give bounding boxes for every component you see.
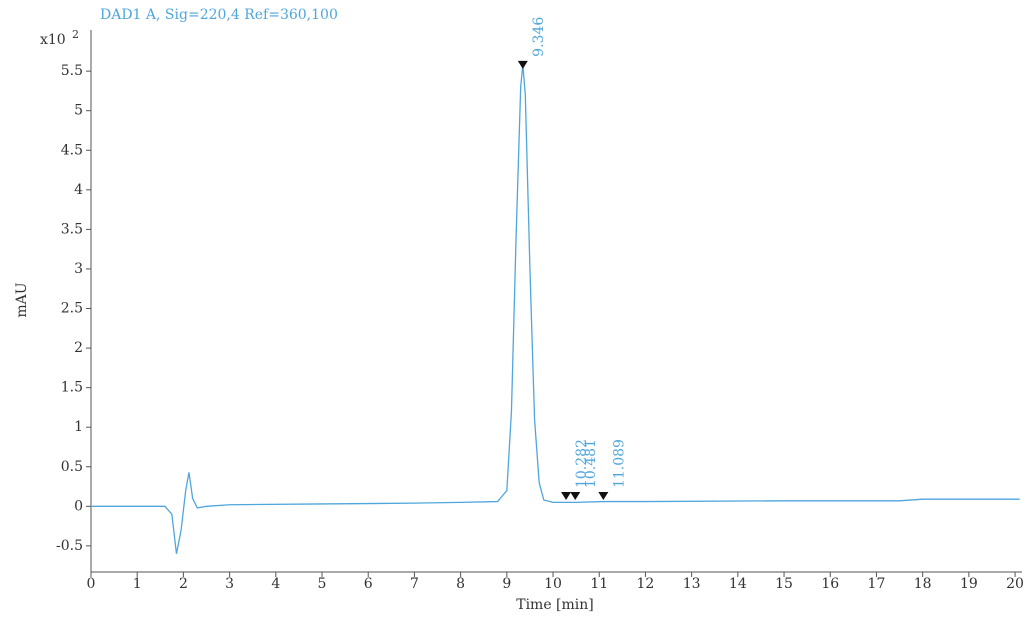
peak-marker bbox=[517, 60, 528, 69]
y-tick-label: 0 bbox=[74, 498, 83, 514]
y-tick-label: 3.5 bbox=[61, 221, 83, 237]
x-tick-label: 19 bbox=[960, 576, 978, 592]
x-tick-label: 12 bbox=[637, 576, 655, 592]
x-tick-label: 3 bbox=[225, 576, 234, 592]
chart-title: DAD1 A, Sig=220,4 Ref=360,100 bbox=[100, 7, 338, 23]
y-tick-label: 4 bbox=[74, 182, 83, 198]
x-tick-label: 9 bbox=[502, 576, 511, 592]
y-axis-label: mAU bbox=[14, 282, 30, 317]
x-tick-label: 4 bbox=[271, 576, 280, 592]
x-tick-label: 1 bbox=[133, 576, 142, 592]
y-tick-label: 1 bbox=[74, 419, 83, 435]
x-axis-label: Time [min] bbox=[516, 597, 594, 613]
y-tick-label: 2.5 bbox=[61, 301, 83, 317]
y-tick-label: 1.5 bbox=[61, 380, 83, 396]
y-scale-exponent: 2 bbox=[72, 28, 79, 41]
x-tick-label: 20 bbox=[1006, 576, 1024, 592]
x-tick-label: 14 bbox=[729, 576, 747, 592]
x-tick-label: 10 bbox=[544, 576, 562, 592]
y-tick-label: 3 bbox=[74, 261, 83, 277]
y-tick-label: 4.5 bbox=[61, 142, 83, 158]
x-tick-label: 2 bbox=[179, 576, 188, 592]
peak-label: 11.089 bbox=[611, 439, 627, 488]
x-tick-label: 11 bbox=[590, 576, 608, 592]
x-tick-label: 5 bbox=[318, 576, 327, 592]
y-scale-prefix: x10 bbox=[40, 32, 66, 48]
y-tick-label: 5 bbox=[74, 103, 83, 119]
x-tick-label: 0 bbox=[87, 576, 96, 592]
peak-label: 10.481 bbox=[583, 439, 599, 488]
x-tick-label: 13 bbox=[683, 576, 701, 592]
y-tick-label: 0.5 bbox=[61, 459, 83, 475]
peak-marker bbox=[570, 492, 581, 501]
y-tick-label: 2 bbox=[74, 340, 83, 356]
x-tick-label: 18 bbox=[914, 576, 932, 592]
x-tick-label: 8 bbox=[456, 576, 465, 592]
trace bbox=[91, 64, 1020, 554]
peak-marker bbox=[561, 492, 572, 501]
x-tick-label: 6 bbox=[364, 576, 373, 592]
peak-marker bbox=[598, 492, 609, 501]
y-tick-label: -0.5 bbox=[56, 538, 83, 554]
x-tick-label: 17 bbox=[868, 576, 886, 592]
peak-label: 10.282 bbox=[574, 439, 590, 488]
y-tick-label: 5.5 bbox=[61, 63, 83, 79]
x-tick-label: 7 bbox=[410, 576, 419, 592]
peak-label: 9.346 bbox=[531, 17, 547, 57]
x-tick-label: 15 bbox=[775, 576, 793, 592]
x-tick-label: 16 bbox=[821, 576, 839, 592]
